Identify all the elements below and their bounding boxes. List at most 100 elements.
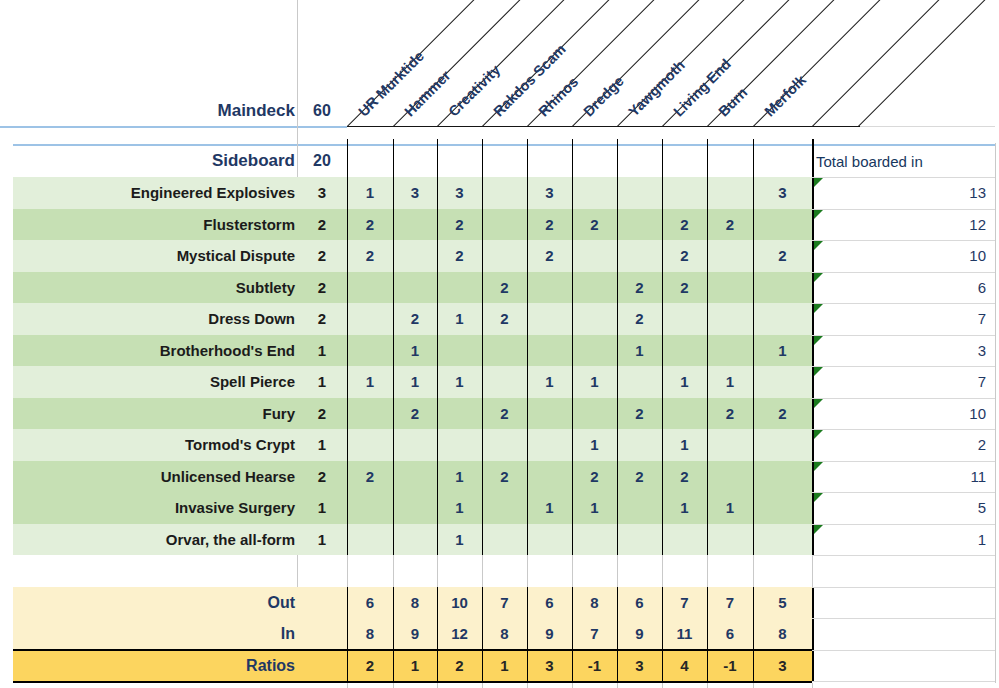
total-value-cell[interactable]: 11	[814, 461, 995, 493]
grid-value-cell[interactable]	[482, 492, 527, 524]
grid-value-cell[interactable]: 2	[482, 398, 527, 430]
in-value-cell[interactable]: 8	[482, 618, 527, 650]
grid-value-cell[interactable]: 2	[393, 398, 437, 430]
grid-value-cell[interactable]: 2	[347, 209, 393, 241]
grid-value-cell[interactable]: 2	[482, 272, 527, 304]
grid-value-cell[interactable]: 3	[527, 177, 572, 209]
out-value-cell[interactable]: 8	[572, 587, 617, 619]
total-value-cell[interactable]: 3	[814, 335, 995, 367]
card-count-cell[interactable]: 3	[297, 177, 347, 209]
grid-value-cell[interactable]	[707, 524, 753, 556]
in-value-cell[interactable]: 8	[347, 618, 393, 650]
grid-value-cell[interactable]: 2	[753, 398, 812, 430]
ratios-value-cell[interactable]: -1	[707, 650, 753, 682]
grid-value-cell[interactable]	[572, 335, 617, 367]
card-name-cell[interactable]: Engineered Explosives	[13, 177, 295, 209]
grid-value-cell[interactable]	[437, 272, 482, 304]
grid-value-cell[interactable]: 3	[753, 177, 812, 209]
grid-value-cell[interactable]: 2	[617, 272, 662, 304]
in-value-cell[interactable]: 9	[527, 618, 572, 650]
out-value-cell[interactable]: 6	[617, 587, 662, 619]
grid-value-cell[interactable]	[753, 303, 812, 335]
in-value-cell[interactable]: 7	[572, 618, 617, 650]
in-value-cell[interactable]: 9	[393, 618, 437, 650]
grid-value-cell[interactable]: 1	[572, 492, 617, 524]
out-value-cell[interactable]: 5	[753, 587, 812, 619]
grid-value-cell[interactable]	[572, 398, 617, 430]
grid-value-cell[interactable]: 1	[437, 366, 482, 398]
ratios-value-cell[interactable]: -1	[572, 650, 617, 682]
grid-value-cell[interactable]	[527, 303, 572, 335]
grid-value-cell[interactable]: 2	[393, 303, 437, 335]
grid-value-cell[interactable]: 1	[753, 335, 812, 367]
card-name-cell[interactable]: Mystical Dispute	[13, 240, 295, 272]
grid-value-cell[interactable]	[347, 303, 393, 335]
grid-value-cell[interactable]	[617, 492, 662, 524]
grid-value-cell[interactable]: 1	[572, 429, 617, 461]
total-value-cell[interactable]: 13	[814, 177, 995, 209]
grid-value-cell[interactable]: 1	[707, 366, 753, 398]
grid-value-cell[interactable]: 2	[662, 461, 707, 493]
total-value-cell[interactable]: 12	[814, 209, 995, 241]
out-value-cell[interactable]: 6	[527, 587, 572, 619]
grid-value-cell[interactable]: 2	[572, 461, 617, 493]
grid-value-cell[interactable]: 1	[437, 492, 482, 524]
grid-value-cell[interactable]: 3	[437, 177, 482, 209]
out-value-cell[interactable]: 7	[662, 587, 707, 619]
grid-value-cell[interactable]	[662, 177, 707, 209]
grid-value-cell[interactable]: 2	[753, 240, 812, 272]
grid-value-cell[interactable]	[437, 398, 482, 430]
grid-value-cell[interactable]	[347, 524, 393, 556]
grid-value-cell[interactable]	[572, 240, 617, 272]
archetype-header[interactable]: Dredge	[579, 72, 628, 121]
ratios-value-cell[interactable]: 3	[527, 650, 572, 682]
in-value-cell[interactable]: 11	[662, 618, 707, 650]
ratios-value-cell[interactable]: 3	[617, 650, 662, 682]
grid-value-cell[interactable]	[347, 429, 393, 461]
grid-value-cell[interactable]: 2	[437, 240, 482, 272]
grid-value-cell[interactable]	[753, 272, 812, 304]
grid-value-cell[interactable]	[527, 335, 572, 367]
grid-value-cell[interactable]	[753, 209, 812, 241]
archetype-header[interactable]: Burn	[714, 83, 752, 121]
grid-value-cell[interactable]: 3	[393, 177, 437, 209]
grid-value-cell[interactable]: 1	[437, 303, 482, 335]
grid-value-cell[interactable]	[393, 461, 437, 493]
grid-value-cell[interactable]: 1	[437, 461, 482, 493]
grid-value-cell[interactable]: 2	[617, 303, 662, 335]
in-value-cell[interactable]: 9	[617, 618, 662, 650]
grid-value-cell[interactable]: 2	[707, 209, 753, 241]
card-count-cell[interactable]: 2	[297, 240, 347, 272]
grid-value-cell[interactable]	[527, 524, 572, 556]
grid-value-cell[interactable]	[527, 429, 572, 461]
in-value-cell[interactable]: 12	[437, 618, 482, 650]
grid-value-cell[interactable]: 2	[662, 209, 707, 241]
grid-value-cell[interactable]: 2	[572, 209, 617, 241]
grid-value-cell[interactable]	[482, 366, 527, 398]
card-count-cell[interactable]: 1	[297, 429, 347, 461]
grid-value-cell[interactable]: 1	[662, 492, 707, 524]
grid-value-cell[interactable]	[572, 524, 617, 556]
grid-value-cell[interactable]	[393, 492, 437, 524]
grid-value-cell[interactable]: 2	[662, 240, 707, 272]
grid-value-cell[interactable]	[347, 492, 393, 524]
grid-value-cell[interactable]	[437, 429, 482, 461]
grid-value-cell[interactable]	[662, 524, 707, 556]
grid-value-cell[interactable]	[753, 429, 812, 461]
grid-value-cell[interactable]	[617, 524, 662, 556]
grid-value-cell[interactable]	[482, 177, 527, 209]
card-count-cell[interactable]: 2	[297, 303, 347, 335]
grid-value-cell[interactable]	[753, 366, 812, 398]
card-name-cell[interactable]: Spell Pierce	[13, 366, 295, 398]
card-name-cell[interactable]: Brotherhood's End	[13, 335, 295, 367]
total-value-cell[interactable]: 10	[814, 240, 995, 272]
grid-value-cell[interactable]	[617, 240, 662, 272]
grid-value-cell[interactable]	[572, 303, 617, 335]
in-label[interactable]: In	[13, 618, 295, 650]
grid-value-cell[interactable]: 2	[482, 303, 527, 335]
out-value-cell[interactable]: 8	[393, 587, 437, 619]
ratios-label[interactable]: Ratios	[13, 650, 295, 682]
grid-value-cell[interactable]	[617, 429, 662, 461]
grid-value-cell[interactable]: 2	[347, 461, 393, 493]
sideboard-count-cell[interactable]: 20	[297, 145, 347, 177]
